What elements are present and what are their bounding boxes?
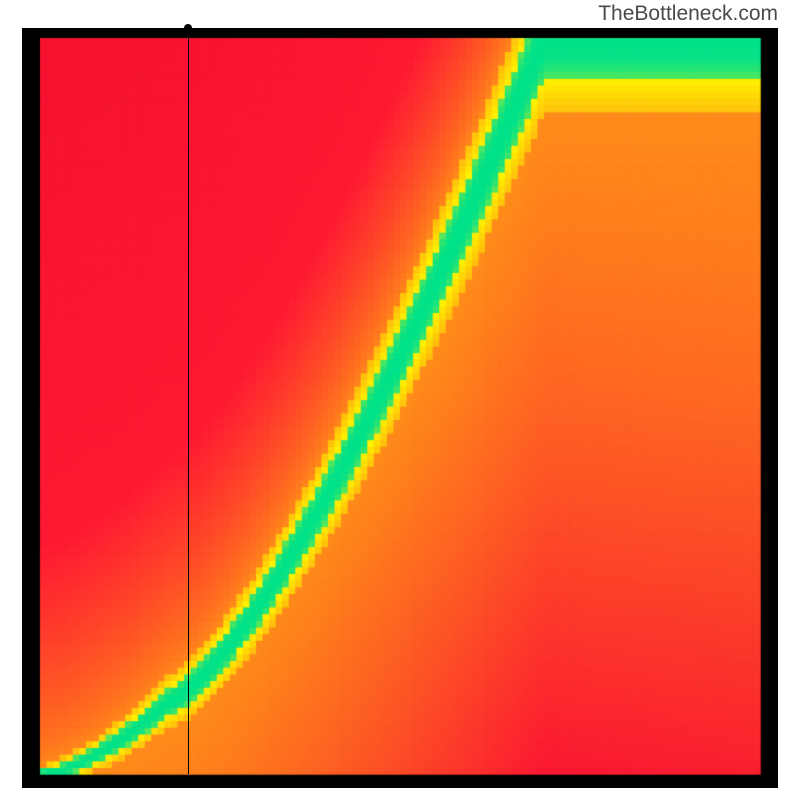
heatmap-canvas [22, 28, 778, 788]
marker-dot [184, 24, 192, 32]
attribution-text: TheBottleneck.com [598, 2, 778, 26]
vertical-marker-line [188, 28, 189, 774]
heatmap-plot [22, 28, 778, 788]
